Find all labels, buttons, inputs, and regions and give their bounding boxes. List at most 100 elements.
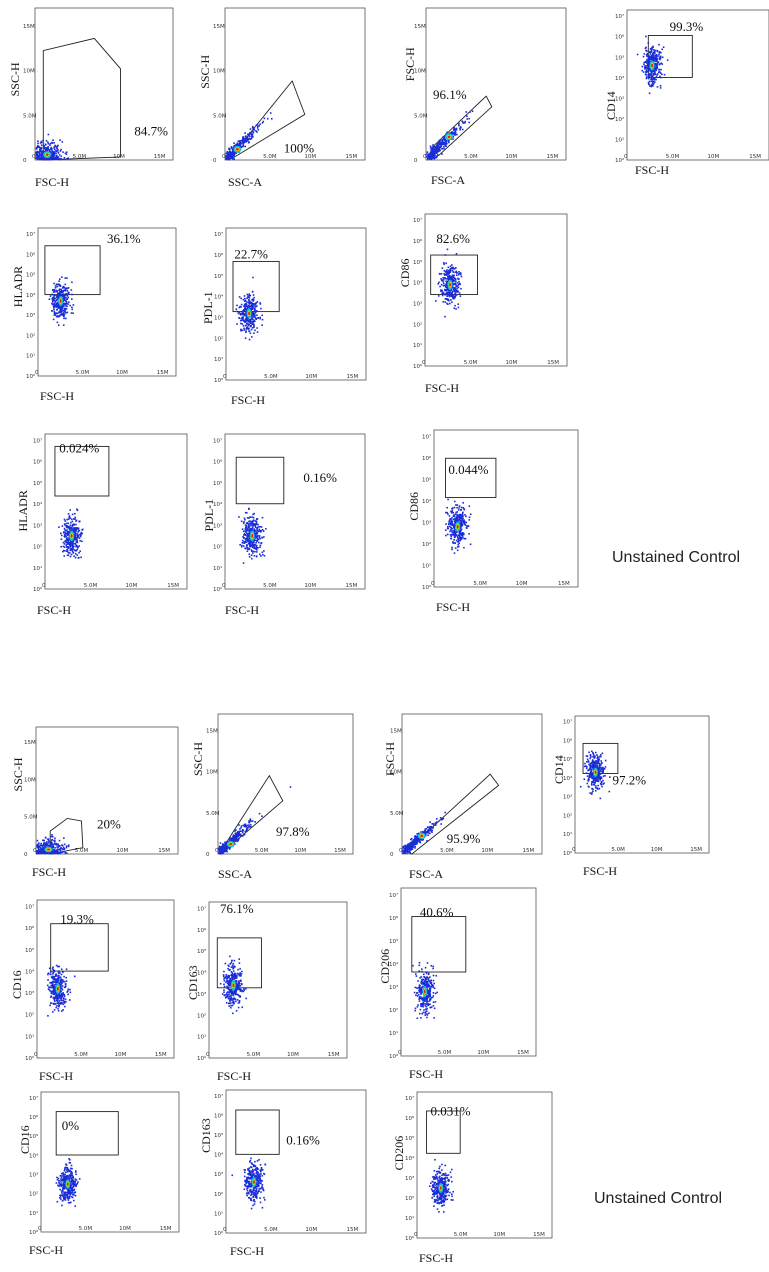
event-dot (590, 793, 593, 795)
event-dot (43, 839, 45, 842)
event-dot (450, 534, 453, 536)
event-dot (645, 64, 648, 67)
y-tick-label: 10⁰ (422, 584, 432, 591)
x-tick-label: 5.0M (75, 848, 89, 854)
event-dot (446, 285, 449, 288)
event-dot (222, 843, 224, 845)
event-dot (604, 759, 607, 762)
event-dot (53, 302, 55, 305)
event-dot (253, 129, 255, 131)
event-dot (79, 535, 82, 538)
event-dot (246, 293, 249, 296)
event-dot (36, 155, 38, 157)
event-dot (226, 848, 228, 851)
event-dot (241, 528, 244, 531)
event-dot (60, 148, 62, 151)
event-dot (245, 545, 248, 548)
gate-percentage-label: 0.044% (448, 462, 488, 477)
event-dot (647, 81, 650, 84)
event-dot (431, 831, 433, 833)
event-dot (443, 137, 445, 139)
event-dot (649, 69, 651, 71)
event-dot (435, 818, 438, 820)
event-dot (61, 141, 64, 143)
y-tick-label: 10⁰ (213, 586, 223, 593)
event-dot (59, 849, 61, 851)
event-dot (52, 966, 54, 969)
event-dot (247, 541, 249, 543)
event-dot (249, 132, 251, 135)
event-dot (436, 821, 438, 823)
event-dot (652, 59, 655, 62)
event-dot (235, 833, 237, 835)
event-dot (57, 152, 60, 154)
event-dot (54, 294, 56, 297)
event-dot (443, 135, 446, 138)
event-dot (238, 834, 241, 837)
event-dot (466, 115, 468, 118)
event-dot (236, 144, 238, 146)
event-dot (440, 283, 443, 286)
event-dot (655, 67, 658, 70)
event-dot (659, 72, 662, 74)
event-dot (241, 830, 243, 832)
event-dot (254, 308, 256, 310)
event-dot (648, 51, 651, 54)
event-dot (73, 536, 76, 538)
event-dot (245, 330, 247, 332)
event-dot (225, 849, 227, 852)
event-dot (436, 144, 439, 147)
event-dot (437, 147, 440, 150)
event-dot (234, 838, 237, 841)
event-dot (256, 523, 258, 526)
event-dot (414, 837, 416, 840)
event-dot (235, 308, 238, 310)
plot-frame (224, 433, 366, 590)
event-dot (244, 830, 247, 833)
event-dot (41, 158, 44, 161)
event-dot (655, 78, 657, 81)
event-dot (451, 524, 453, 527)
event-dot (597, 762, 600, 765)
event-dot (636, 53, 639, 56)
event-dot (55, 296, 58, 298)
event-dot (228, 158, 231, 161)
event-dot (226, 847, 229, 850)
event-dot (73, 530, 76, 532)
event-dot (50, 992, 53, 995)
event-dot (457, 283, 460, 286)
event-dot (60, 983, 63, 985)
event-dot (463, 508, 466, 511)
event-dot (244, 823, 247, 826)
event-dot (58, 1005, 60, 1008)
y-tick-label: 10⁶ (213, 459, 223, 466)
event-dot (447, 140, 450, 143)
event-dot (458, 507, 460, 509)
event-dot (443, 282, 445, 285)
event-dot (254, 523, 257, 525)
event-dot (63, 315, 65, 318)
gate-percentage-label: 84.7% (134, 124, 168, 139)
event-dot (461, 524, 463, 527)
event-dot (226, 153, 229, 155)
event-dot (461, 121, 464, 123)
event-dot (436, 143, 439, 146)
event-dot (254, 329, 256, 332)
event-dot (251, 312, 253, 314)
event-dot (57, 977, 59, 979)
event-dot (73, 549, 76, 551)
event-dot (438, 273, 441, 275)
event-dot (72, 540, 75, 543)
event-dot (72, 548, 74, 550)
event-dot (52, 303, 55, 306)
event-dot (462, 511, 464, 514)
event-dot (57, 297, 59, 300)
event-dot (600, 767, 603, 770)
event-dot (261, 551, 264, 554)
event-dot (42, 157, 45, 159)
event-dot (42, 150, 44, 152)
event-dot (62, 300, 65, 302)
event-dot (453, 523, 455, 525)
event-dot (461, 514, 464, 516)
event-dot (221, 847, 224, 850)
